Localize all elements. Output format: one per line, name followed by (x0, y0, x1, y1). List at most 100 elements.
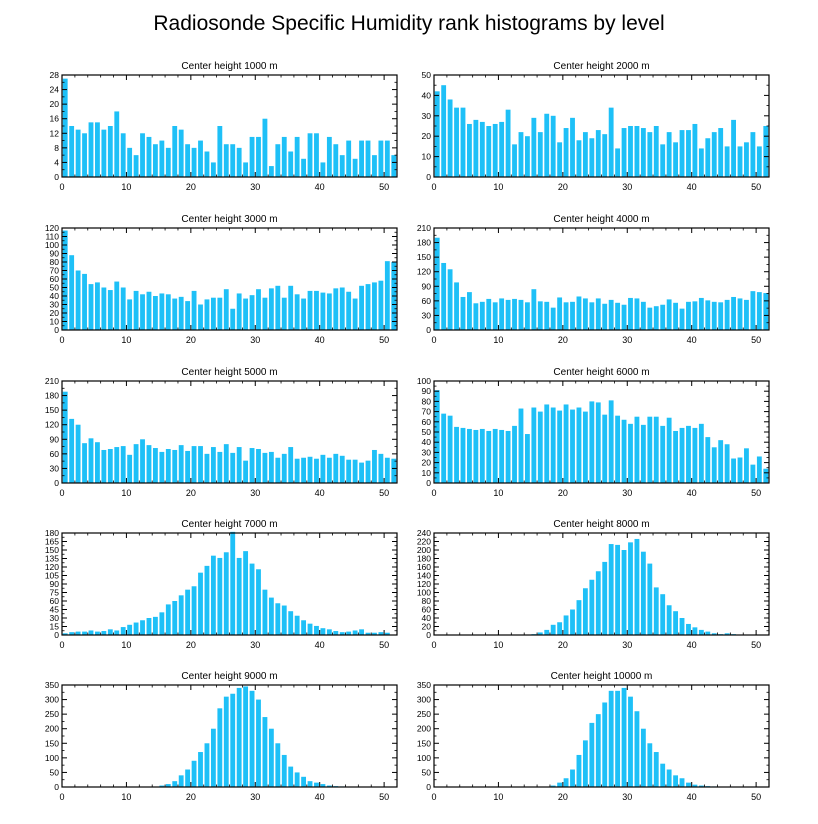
x-tick-label: 40 (315, 640, 325, 650)
bar (680, 309, 685, 330)
bar (557, 783, 562, 787)
x-tick-label: 20 (186, 182, 196, 192)
bar (512, 299, 517, 330)
bar (243, 461, 248, 483)
bar (172, 601, 177, 635)
y-tick-label: 28 (50, 70, 60, 80)
y-tick-label: 100 (45, 240, 59, 250)
x-tick-label: 0 (59, 792, 64, 802)
y-tick-label: 4 (54, 157, 59, 167)
y-tick-label: 120 (45, 223, 59, 233)
bar (192, 586, 197, 635)
bar (250, 295, 255, 330)
bar (333, 144, 338, 177)
bar (699, 298, 704, 330)
bar (114, 111, 119, 177)
bar (385, 261, 390, 330)
y-tick-label: 100 (417, 588, 431, 598)
bar (660, 594, 665, 635)
bar (519, 300, 524, 330)
bar (654, 417, 659, 483)
y-tick-label: 45 (50, 605, 60, 615)
bar (473, 120, 478, 177)
bar (308, 133, 313, 177)
bar (153, 448, 158, 483)
bar (172, 126, 177, 177)
y-tick-label: 80 (422, 396, 432, 406)
bar (738, 298, 743, 330)
y-tick-label: 16 (50, 114, 60, 124)
bar (673, 431, 678, 483)
bar (667, 418, 672, 483)
bar (641, 128, 646, 177)
bar (647, 308, 652, 330)
bar (372, 282, 377, 330)
bar (454, 108, 459, 177)
bar (557, 142, 562, 177)
y-tick-label: 150 (417, 738, 431, 748)
bar (686, 783, 691, 787)
bar (493, 429, 498, 483)
bar (660, 305, 665, 330)
x-tick-label: 20 (186, 640, 196, 650)
bar (140, 294, 145, 330)
bar (159, 141, 164, 177)
y-tick-label: 30 (422, 310, 432, 320)
bar (134, 623, 139, 635)
bar (250, 448, 255, 483)
bar (243, 162, 248, 177)
bar (712, 302, 717, 330)
x-tick-label: 50 (379, 335, 389, 345)
x-tick-label: 40 (315, 182, 325, 192)
bar (314, 133, 319, 177)
bar (275, 458, 280, 483)
bar (185, 301, 190, 330)
y-tick-label: 350 (45, 680, 59, 690)
bar (731, 297, 736, 330)
bar (577, 408, 582, 483)
x-tick-label: 40 (315, 335, 325, 345)
bar (577, 755, 582, 787)
x-tick-label: 10 (493, 792, 503, 802)
panel-title: Center height 4000 m (553, 214, 649, 225)
bar (391, 459, 396, 483)
y-tick-label: 20 (50, 99, 60, 109)
bar (250, 691, 255, 787)
bar (359, 286, 364, 330)
y-tick-label: 30 (50, 300, 60, 310)
bar (121, 288, 126, 331)
panel-5: Center height 5000 m0 10 20 30 40 50030609012… (45, 367, 397, 498)
y-tick-label: 80 (50, 257, 60, 267)
y-tick-label: 60 (422, 296, 432, 306)
bar (531, 118, 536, 177)
bar (224, 144, 229, 177)
y-tick-label: 90 (50, 579, 60, 589)
bar (544, 404, 549, 483)
bar (480, 302, 485, 330)
bar (198, 752, 203, 787)
x-tick-label: 20 (558, 640, 568, 650)
bar (282, 755, 287, 787)
bar (654, 752, 659, 787)
bar (378, 454, 383, 483)
bar (372, 450, 377, 483)
y-tick-label: 180 (417, 554, 431, 564)
bar (346, 292, 351, 330)
panel-title: Center height 10000 m (551, 671, 653, 682)
y-tick-label: 150 (417, 252, 431, 262)
x-tick-label: 50 (379, 792, 389, 802)
y-tick-label: 50 (50, 767, 60, 777)
bar (121, 446, 126, 483)
bar (589, 138, 594, 177)
bar (448, 269, 453, 330)
bar (230, 453, 235, 483)
bar (301, 458, 306, 483)
bar (602, 304, 607, 330)
bar (89, 630, 94, 635)
bar (114, 447, 119, 483)
bar (263, 119, 268, 177)
x-tick-label: 20 (186, 335, 196, 345)
panel-2: Center height 2000 m0 10 20 30 40 50010203040… (422, 61, 769, 192)
bar (461, 428, 466, 483)
bar (544, 302, 549, 330)
